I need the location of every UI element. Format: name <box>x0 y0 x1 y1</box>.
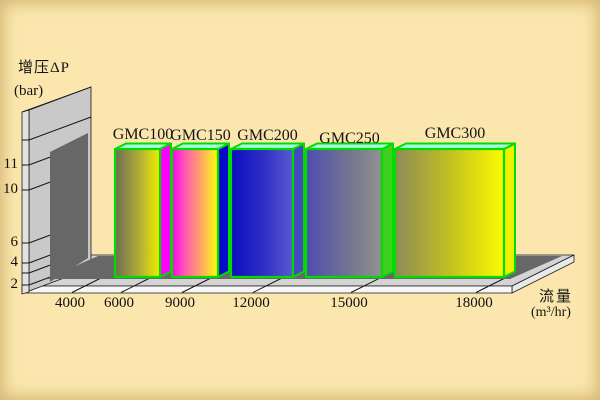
x-tick-label-6000: 6000 <box>104 295 134 311</box>
x-tick-label-18000: 18000 <box>455 295 493 311</box>
y-axis-title: 增压ΔP <box>18 60 70 76</box>
y-tick-label-4: 4 <box>10 254 19 270</box>
wall-top-face <box>21 86 92 113</box>
x-tick-line-15000 <box>350 276 384 293</box>
x-axis-gridlines <box>71 276 509 293</box>
x-tick-line-4000 <box>71 276 105 293</box>
y-tick-label-6: 6 <box>10 234 19 250</box>
bar-front-face-GMC200 <box>229 147 295 279</box>
bar-side-face-GMC250 <box>381 142 394 278</box>
y-tick-line-4 <box>22 254 51 264</box>
x-axis-unit: (m³/hr) <box>531 305 571 320</box>
x-tick-label-4000: 4000 <box>55 295 85 311</box>
wall-shadow <box>50 133 88 282</box>
bar-label-GMC100: GMC100 <box>112 126 174 143</box>
bar-front-face-GMC250 <box>304 147 384 279</box>
y-tick-line-10 <box>22 181 51 191</box>
x-tick-line-18000 <box>475 276 509 293</box>
bar-side-face-GMC150 <box>217 142 230 278</box>
bars <box>113 142 516 279</box>
bar-label-GMC300: GMC300 <box>424 125 486 142</box>
y-axis-gridlines <box>22 116 92 286</box>
floor-front-face <box>21 285 513 294</box>
y-tick-label-10: 10 <box>3 181 18 197</box>
axis-wall <box>21 86 92 295</box>
y-tick-label-2: 2 <box>10 276 19 292</box>
bar-label-GMC200: GMC200 <box>237 127 298 144</box>
bar-label-GMC150: GMC150 <box>170 127 231 144</box>
y-tick-line-11 <box>22 156 51 166</box>
bar-label-GMC250: GMC250 <box>319 130 380 147</box>
x-tick-label-15000: 15000 <box>330 295 368 311</box>
x-tick-label-12000: 12000 <box>232 295 270 311</box>
x-axis-title: 流量 <box>539 289 574 305</box>
bar-front-face-GMC150 <box>170 147 220 279</box>
x-tick-label-9000: 9000 <box>165 295 195 311</box>
x-tick-line-12000 <box>252 276 286 293</box>
y-tick-label-11: 11 <box>3 156 18 172</box>
bar-side-face-GMC100 <box>159 142 172 278</box>
y-gridline-extra-1 <box>22 264 51 274</box>
bar-side-face-GMC300 <box>503 142 516 278</box>
bar-side-face-GMC200 <box>292 142 305 278</box>
x-tick-line-6000 <box>120 276 154 293</box>
y-gridline-extra-0 <box>22 116 92 141</box>
y-tick-line-6 <box>22 234 51 244</box>
bar-front-face-GMC100 <box>113 147 162 279</box>
wall-front-face <box>21 109 30 295</box>
x-tick-line-9000 <box>181 276 215 293</box>
bar-front-face-GMC300 <box>393 147 506 279</box>
y-axis-unit: (bar) <box>14 83 44 99</box>
y-tick-line-2 <box>22 276 51 286</box>
